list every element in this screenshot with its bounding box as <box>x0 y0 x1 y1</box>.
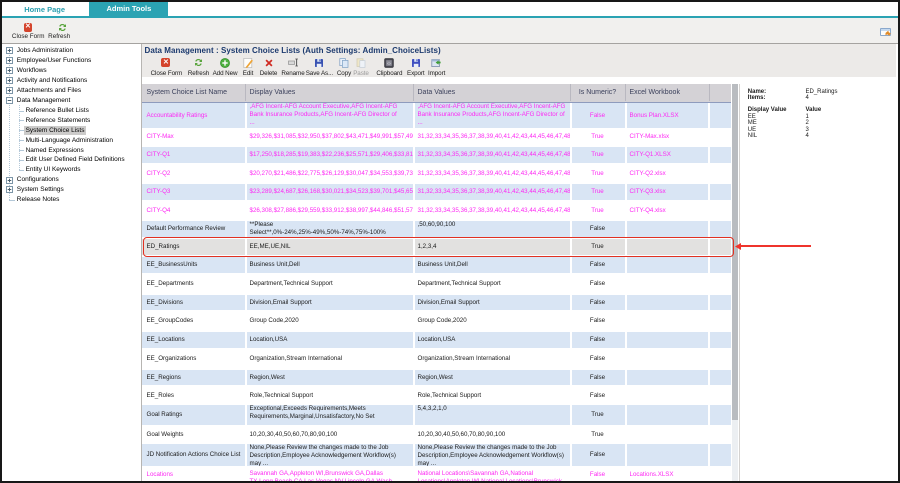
svg-text:‹›: ‹› <box>388 61 392 67</box>
